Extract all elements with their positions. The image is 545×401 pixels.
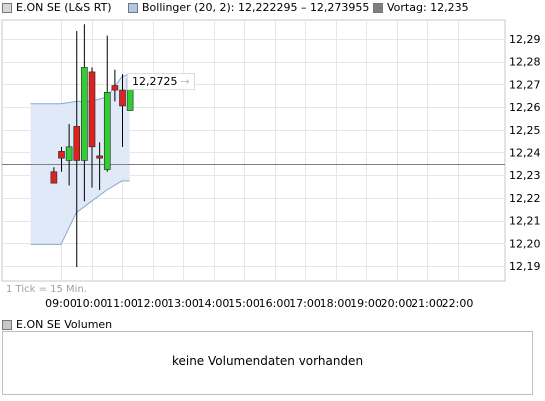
- candle: [50, 167, 58, 184]
- y-tick-label: 12,28: [509, 56, 541, 69]
- price-chart: 12,29 12,28 12,27 12,26 12,25 12,24 12,23 12,22…: [1, 19, 541, 310]
- x-tick-label: 17:00: [289, 297, 321, 310]
- x-tick-label: 22:00: [442, 297, 474, 310]
- last-price-value: 12,2725: [132, 75, 178, 88]
- x-tick-label: 21:00: [411, 297, 443, 310]
- candle: [96, 142, 103, 190]
- candle: [103, 35, 111, 172]
- volume-panel: keine Volumendaten vorhanden: [2, 331, 533, 395]
- y-tick-label: 12,26: [509, 101, 541, 114]
- x-tick-label: 20:00: [381, 297, 413, 310]
- arrow-right-icon: →: [180, 75, 190, 88]
- candle-body: [58, 151, 65, 159]
- instrument-swatch-icon: [2, 2, 12, 13]
- y-tick-label: 12,21: [509, 215, 541, 228]
- y-tick-label: 12,22: [509, 192, 541, 205]
- x-tick-label: 10:00: [76, 297, 108, 310]
- x-tick-label: 15:00: [228, 297, 260, 310]
- x-tick-label: 13:00: [167, 297, 199, 310]
- y-tick-label: 12,20: [509, 237, 541, 250]
- last-price-label: 12,2725 →: [127, 73, 195, 90]
- x-tick-label: 18:00: [320, 297, 352, 310]
- x-tick-label: 19:00: [350, 297, 382, 310]
- chart-legend: E.ON SE (L&S RT) Bollinger (20, 2): 12,2…: [0, 1, 545, 14]
- x-tick-label: 12:00: [137, 297, 169, 310]
- candle: [58, 146, 65, 172]
- x-tick-label: 16:00: [259, 297, 291, 310]
- candle-body: [88, 71, 96, 148]
- candle: [88, 67, 96, 188]
- volume-legend-label: E.ON SE Volumen: [16, 318, 113, 331]
- candle-body: [96, 155, 103, 159]
- bollinger-lower-line: [30, 180, 130, 245]
- candle-body: [65, 146, 73, 161]
- candle: [81, 24, 88, 202]
- candle: [111, 69, 119, 102]
- candlestick-series: [50, 24, 134, 268]
- volume-empty-message: keine Volumendaten vorhanden: [171, 354, 364, 368]
- legend-prev-close-label: Vortag: 12,235: [387, 1, 469, 14]
- y-tick-label: 12,27: [509, 78, 541, 91]
- bollinger-swatch-icon: [128, 2, 138, 13]
- x-axis-ticks: 09:0010:0011:0012:0013:0014:0015:0016:00…: [45, 297, 473, 310]
- candle-body: [111, 85, 119, 91]
- x-tick-label: 11:00: [106, 297, 138, 310]
- legend-bollinger: Bollinger (20, 2): 12,222295 – 12,273955: [128, 1, 369, 14]
- candle-body: [73, 126, 81, 161]
- volume-legend: E.ON SE Volumen: [0, 318, 112, 331]
- candle-body: [103, 92, 111, 170]
- tick-interval-note: 1 Tick = 15 Min.: [6, 284, 87, 295]
- candle-body: [50, 171, 58, 184]
- y-tick-label: 12,25: [509, 124, 541, 137]
- y-tick-label: 12,23: [509, 169, 541, 182]
- x-tick-label: 09:00: [45, 297, 77, 310]
- legend-instrument-label: E.ON SE (L&S RT): [16, 1, 112, 14]
- y-tick-label: 12,24: [509, 147, 541, 160]
- x-tick-label: 14:00: [198, 297, 230, 310]
- candle-body: [81, 67, 88, 161]
- grid-layer: [1, 19, 506, 282]
- y-axis-ticks: 12,29 12,28 12,27 12,26 12,25 12,24 12,23 12,22…: [509, 33, 541, 273]
- legend-prev-close: Vortag: 12,235: [373, 1, 469, 14]
- legend-instrument: E.ON SE (L&S RT): [2, 1, 112, 14]
- candle-body: [119, 89, 126, 107]
- legend-bollinger-label: Bollinger (20, 2): 12,222295 – 12,273955: [142, 1, 370, 14]
- y-tick-label: 12,19: [509, 260, 541, 273]
- prev-close-swatch-icon: [373, 2, 383, 13]
- candle: [73, 31, 81, 268]
- y-tick-label: 12,29: [509, 33, 541, 46]
- candle: [119, 74, 126, 147]
- volume-swatch-icon: [2, 319, 12, 330]
- candle: [65, 124, 73, 186]
